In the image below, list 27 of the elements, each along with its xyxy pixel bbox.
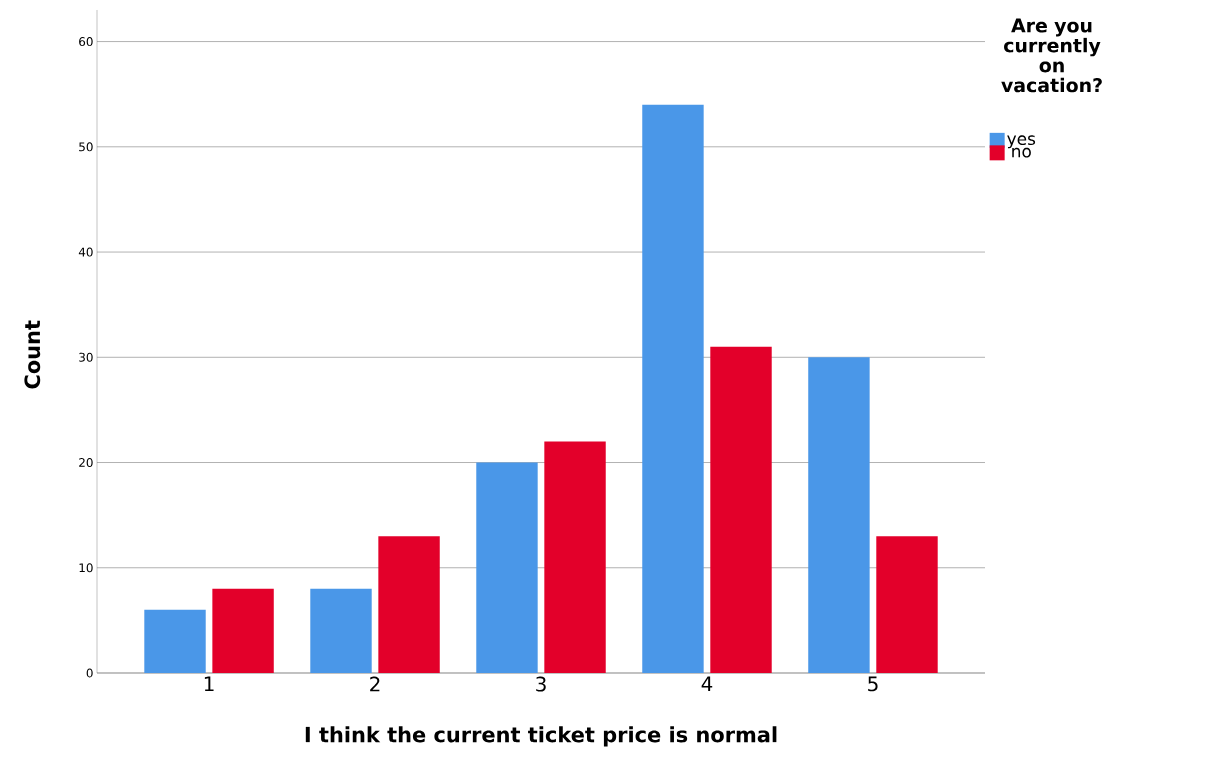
legend-title: Are you currently on vacation? [1001,18,1102,93]
bar [310,588,372,673]
y-tick-label: 50 [79,142,93,152]
bar [378,536,440,673]
y-tick-label: 20 [79,458,93,468]
x-tick-label: 3 [536,676,546,692]
bar [808,357,870,673]
x-tick-label: 1 [204,676,214,692]
y-tick-label: 30 [79,352,93,362]
x-axis-title: I think the current ticket price is normal [305,726,777,747]
bar [144,609,206,673]
y-axis-title: Count [24,320,41,389]
y-tick-label: 10 [79,563,93,573]
y-tick-label: 60 [79,37,93,47]
x-tick-label: 4 [701,676,713,692]
text: no [1012,147,1031,158]
bar [876,536,938,673]
bar [642,104,704,673]
bar [544,441,606,673]
x-tick-label: 5 [868,676,878,692]
bar [476,462,538,673]
y-tick-label: 40 [78,247,93,257]
y-tick-label: 0 [86,668,93,678]
bar [710,346,772,673]
bar [212,588,274,673]
x-tick-label: 2 [370,676,380,692]
legend-label: yes [1007,135,1036,149]
